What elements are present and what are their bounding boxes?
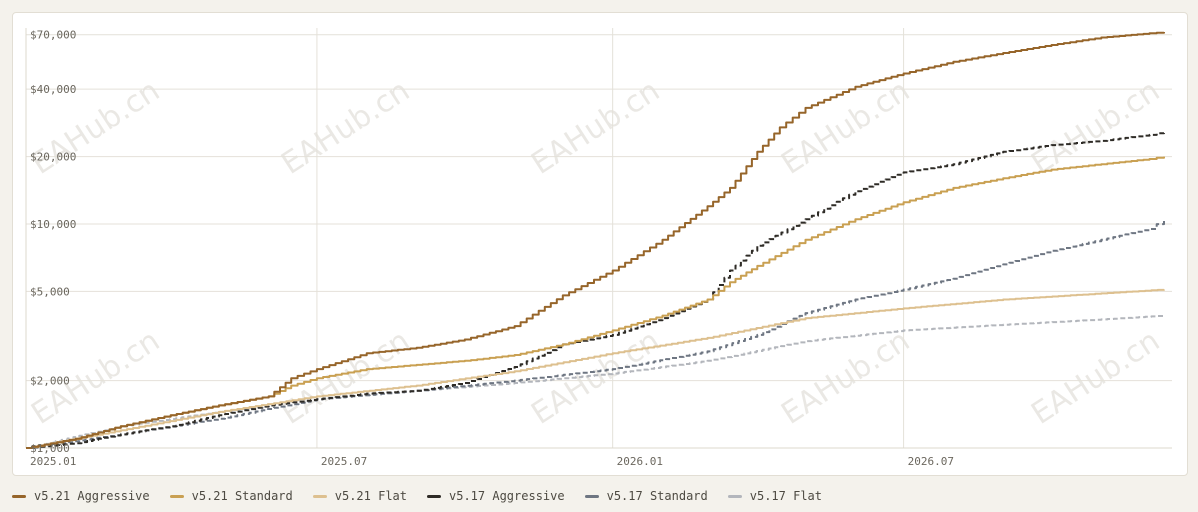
legend-item[interactable]: v5.21 Aggressive — [12, 489, 150, 503]
watermark-text: EAHub.cn — [525, 323, 666, 431]
legend-label: v5.21 Flat — [334, 489, 407, 503]
legend-label: v5.21 Aggressive — [34, 489, 150, 503]
series-layer — [26, 31, 1165, 449]
watermark-text: EAHub.cn — [775, 323, 916, 431]
series-line-v5-21-flat — [26, 288, 1165, 449]
legend-swatch — [727, 494, 742, 498]
legend-item[interactable]: v5.17 Flat — [727, 489, 822, 503]
legend-swatch — [12, 494, 26, 498]
y-tick-label: $10,000 — [30, 218, 76, 231]
x-tick-label: 2026.07 — [908, 455, 954, 468]
legend-item[interactable]: v5.21 Standard — [169, 489, 293, 503]
y-tick-label: $20,000 — [30, 151, 76, 164]
y-tick-label: $2,000 — [30, 375, 70, 388]
legend-swatch — [169, 494, 184, 498]
y-tick-label: $40,000 — [30, 83, 76, 96]
legend-swatch — [584, 494, 599, 498]
series-line-v5-21-standard — [26, 156, 1165, 449]
series-line-v5-21-aggressive — [26, 31, 1165, 449]
legend-item[interactable]: v5.21 Flat — [312, 489, 407, 503]
x-tick-label: 2026.01 — [617, 455, 663, 468]
x-tick-label: 2025.07 — [321, 455, 367, 468]
x-axis: 2025.01 2025.07 2026.01 2026.07 — [30, 455, 954, 468]
legend: v5.21 Aggressive v5.21 Standard v5.21 Flat… — [12, 488, 822, 504]
y-tick-label: $70,000 — [30, 29, 76, 42]
legend-label: v5.21 Standard — [191, 489, 293, 503]
grid — [25, 28, 1172, 449]
series-line-v5-17-standard — [26, 219, 1165, 449]
legend-swatch — [312, 494, 327, 498]
watermark-text: EAHub.cn — [1025, 323, 1166, 431]
legend-label: v5.17 Standard — [606, 489, 708, 503]
series-line-v5-17-aggressive — [26, 131, 1165, 449]
x-tick-label: 2025.01 — [30, 455, 76, 468]
y-axis: $1,000 $2,000 $5,000 $10,000 $20,000 $40,000 $… — [30, 29, 76, 455]
y-tick-label: $1,000 — [30, 442, 70, 455]
legend-item[interactable]: v5.17 Standard — [584, 489, 708, 503]
legend-label: v5.17 Aggressive — [449, 489, 565, 503]
watermark-layer: EAHub.cn EAHub.cn EAHub.cn EAHub.cn EAHub.cn… — [25, 73, 1166, 431]
legend-label: v5.17 Flat — [749, 489, 822, 503]
legend-item[interactable]: v5.17 Aggressive — [427, 489, 565, 503]
y-tick-label: $5,000 — [30, 285, 70, 298]
legend-swatch — [427, 494, 441, 498]
